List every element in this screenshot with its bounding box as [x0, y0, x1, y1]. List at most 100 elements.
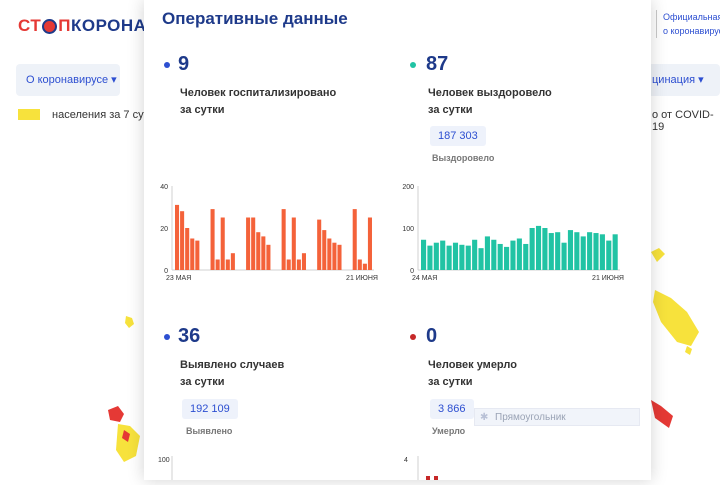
recovered-chart-bar-12	[497, 243, 503, 270]
hospitalized-chart: 40 20 0 23 МАЯ 21 ИЮНЯ	[154, 180, 384, 295]
recovered-chart-bar-30	[612, 234, 618, 270]
recovered-chart-bar-14	[510, 240, 516, 270]
recovered-chart-bar-17	[529, 228, 535, 270]
hospitalized-chart-bar-2	[185, 228, 190, 270]
covid-text: о от COVID-19	[652, 109, 714, 133]
nav-vaccination[interactable]: цинация ▾	[648, 64, 720, 96]
deaths-chart-y-tick-0: 4	[404, 457, 408, 464]
hospitalized-value: 9	[178, 53, 190, 75]
rectangle-input[interactable]: ✱ Прямоугольник	[474, 408, 640, 426]
hospitalized-chart-y-tick-2: 0	[164, 268, 168, 275]
recovered-total-badge: 187 303	[430, 126, 486, 146]
hospitalized-chart-bar-4	[195, 240, 200, 270]
hospitalized-chart-bar-24	[296, 259, 301, 270]
recovered-chart-y-tick-1: 100	[402, 226, 414, 233]
recovered-chart-y-tick-0: 200	[402, 184, 414, 191]
recovered-label-line2: за сутки	[428, 104, 473, 116]
deaths-value: 0	[426, 325, 438, 347]
deaths-label-line2: за сутки	[428, 376, 473, 388]
hospitalized-chart-bar-38	[367, 217, 372, 270]
recovered-chart-bar-20	[548, 233, 554, 270]
recovered-total-label: Выздоровело	[432, 153, 495, 163]
hospitalized-chart-bar-3	[190, 238, 195, 270]
deaths-chart-bar	[426, 476, 430, 480]
hospitalized-chart-y-tick-0: 40	[160, 184, 168, 191]
deaths-chart-bar	[434, 476, 438, 480]
recovered-chart-bar-29	[606, 240, 612, 270]
recovered-chart-bar-26	[587, 232, 593, 270]
hospitalized-chart-y-tick-1: 20	[160, 226, 168, 233]
recovered-chart-bar-23	[567, 230, 574, 270]
recovered-value: 87	[426, 53, 449, 75]
rectangle-input-placeholder: Прямоугольник	[495, 412, 566, 423]
hospitalized-chart-bar-0	[175, 204, 180, 270]
recovered-chart-x-start-label: 24 МАЯ	[412, 275, 437, 282]
hospitalized-dot	[164, 62, 170, 68]
hospitalized-chart-bar-9	[220, 217, 225, 270]
recovered-chart-bar-6	[459, 244, 465, 270]
recovered-chart-bar-28	[599, 234, 605, 270]
recovered-chart-bar-0	[421, 239, 427, 270]
nav-about-coronavirus[interactable]: О коронавирусе ▾	[16, 64, 120, 96]
virus-icon	[42, 19, 58, 34]
official-info-link[interactable]: Официальная и о коронавирусу	[656, 10, 720, 38]
recovered-chart-x-end-label: 21 ИЮНЯ	[592, 275, 624, 282]
recovered-chart-bar-22	[561, 242, 567, 270]
recovered-chart: 200 100 0 24 МАЯ 21 ИЮНЯ	[400, 180, 630, 295]
star-icon: ✱	[480, 412, 489, 423]
recovered-chart-bar-13	[504, 246, 510, 270]
hospitalized-chart-bar-31	[332, 242, 337, 270]
recovered-chart-bar-15	[516, 238, 522, 270]
deaths-total-badge: 3 866	[430, 399, 474, 419]
recovered-chart-bar-24	[574, 232, 580, 270]
recovered-chart-bar-10	[484, 236, 490, 270]
recovered-chart-bar-18	[535, 225, 542, 270]
logo-text-mid: П	[58, 16, 71, 35]
hospitalized-chart-bar-28	[317, 219, 322, 270]
recovered-chart-bar-3	[440, 240, 446, 270]
hospitalized-chart-bar-17	[261, 236, 266, 270]
hospitalized-chart-bar-7	[210, 209, 215, 270]
hospitalized-chart-bar-11	[230, 253, 235, 270]
recovered-chart-bar-5	[452, 242, 459, 270]
recovered-chart-bar-4	[446, 245, 452, 270]
recovered-chart-bar-9	[478, 248, 484, 270]
hospitalized-chart-bar-25	[301, 253, 306, 270]
detected-chart: 100	[154, 450, 384, 485]
hospitalized-chart-bar-29	[322, 230, 327, 270]
detected-value: 36	[178, 325, 201, 347]
panel-title: Оперативные данные	[162, 9, 348, 28]
detected-chart-y-tick-0: 100	[158, 457, 170, 464]
hospitalized-chart-bar-35	[352, 209, 357, 270]
detected-total-badge: 192 109	[182, 399, 238, 419]
recovered-chart-bar-27	[593, 233, 599, 270]
detected-total-label: Выявлено	[186, 426, 233, 436]
recovered-chart-bar-1	[427, 245, 433, 270]
hospitalized-chart-x-start-label: 23 МАЯ	[166, 275, 191, 282]
hospitalized-chart-bar-8	[215, 259, 220, 270]
hospitalized-chart-bar-30	[327, 238, 332, 270]
map-left-fragment	[108, 316, 140, 462]
hospitalized-chart-bar-21	[281, 209, 286, 270]
map-right-fragment	[651, 248, 699, 428]
operational-data-panel: Оперативные данные 9 Человек госпитализи…	[144, 0, 651, 480]
deaths-chart: 4	[400, 450, 630, 485]
recovered-chart-bar-2	[433, 242, 439, 270]
hospitalized-chart-bar-36	[357, 259, 362, 270]
legend-swatch-yellow	[18, 109, 40, 120]
hospitalized-chart-bar-10	[225, 259, 230, 270]
deaths-dot	[410, 334, 416, 340]
recovered-chart-bar-21	[555, 232, 561, 270]
recovered-chart-bar-19	[542, 228, 548, 270]
recovered-chart-bar-25	[580, 236, 586, 270]
official-line-1: Официальная и	[663, 12, 720, 22]
hospitalized-chart-bar-23	[291, 217, 296, 270]
hospitalized-chart-bar-37	[362, 263, 367, 270]
recovered-label-line1: Человек выздоровело	[428, 87, 552, 99]
official-line-2: о коронавирусу	[663, 26, 720, 36]
recovered-chart-bar-16	[523, 243, 529, 270]
recovered-chart-bar-7	[465, 245, 471, 270]
hospitalized-chart-bar-16	[256, 232, 261, 270]
hospitalized-label: Человек госпитализировано за сутки	[180, 85, 350, 119]
